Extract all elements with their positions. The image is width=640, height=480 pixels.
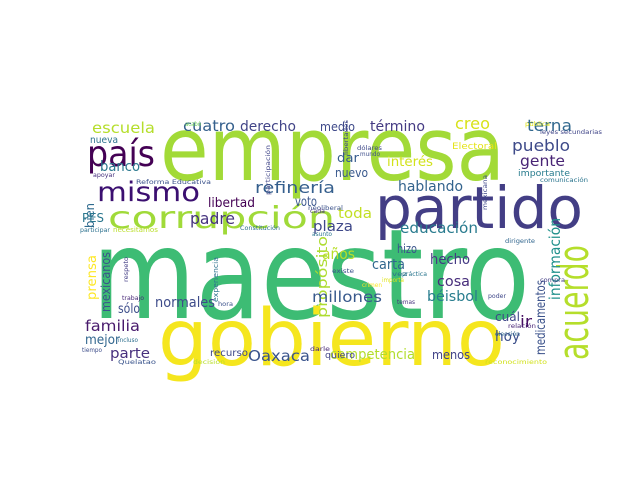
word: reconocimiento <box>485 359 547 366</box>
word: término <box>370 119 425 135</box>
word: trabajo <box>122 295 144 302</box>
word: educación <box>400 219 478 237</box>
word: cuál <box>495 310 520 324</box>
word: Electoral <box>452 142 497 152</box>
word: importante <box>518 169 570 179</box>
word: existe <box>332 268 354 275</box>
word: hablando <box>398 179 463 195</box>
word: relación <box>508 323 536 330</box>
word: respeto <box>123 257 130 282</box>
word: creo <box>455 114 490 133</box>
word: gobierno <box>158 294 505 384</box>
word: hizo <box>397 242 417 256</box>
word: mejor <box>85 333 121 348</box>
word: menos <box>432 348 470 362</box>
word: mexicana <box>482 175 489 210</box>
word: Quelatao <box>118 359 156 366</box>
word: parte <box>110 346 150 362</box>
word: béisbol <box>427 289 478 305</box>
word: PES <box>82 211 104 225</box>
word: toda <box>338 206 372 222</box>
word: dólares <box>357 145 382 152</box>
word: hecho <box>430 252 470 268</box>
word: derecho <box>240 119 296 135</box>
word: temas <box>397 299 415 306</box>
word: hora <box>218 301 233 308</box>
word: leyes secundarias <box>540 129 602 136</box>
word: ir <box>520 312 532 331</box>
word: crimen <box>362 282 382 289</box>
word: maestro <box>92 203 530 348</box>
word: millones <box>312 288 382 306</box>
word: participación <box>265 145 272 195</box>
word: dar <box>337 151 359 165</box>
word: hoy <box>495 329 520 345</box>
word: medicamentos <box>534 280 549 355</box>
word: cuatro <box>183 117 235 135</box>
word: dirigente <box>505 238 535 245</box>
word: participar <box>80 227 111 234</box>
word: experiencia <box>212 257 220 302</box>
word: libertad <box>208 196 255 211</box>
word: años <box>322 245 355 263</box>
word: competencia <box>330 347 415 363</box>
word: mismo <box>97 177 200 208</box>
word: normales <box>155 295 215 311</box>
word: comunicación <box>540 177 588 184</box>
word: pueblo <box>512 136 570 155</box>
word: mexicanos <box>99 252 113 312</box>
word: importa <box>382 277 404 284</box>
word: nuevo <box>335 166 368 180</box>
word: neoliberal <box>308 205 343 212</box>
word: carta <box>372 257 405 273</box>
word: mundo <box>360 151 380 158</box>
word: familia <box>85 317 140 335</box>
word: sólo <box>118 302 140 317</box>
word: empresa <box>160 98 505 201</box>
word: Oaxaca <box>248 347 310 365</box>
word: bien <box>83 203 97 228</box>
word: refinería <box>255 178 335 197</box>
word: plaza <box>313 219 353 235</box>
word: partido <box>375 174 583 242</box>
word: poder <box>488 293 507 300</box>
word: cosa <box>437 274 470 290</box>
word: interés <box>387 155 433 170</box>
word: propósito <box>315 236 331 318</box>
word: cada <box>310 208 325 215</box>
word: país <box>87 134 155 175</box>
word: acabó <box>185 121 201 128</box>
word: acuerdo <box>549 245 598 360</box>
word: Reforma Educativa <box>136 179 211 186</box>
word: recurso <box>210 348 248 359</box>
word: pública <box>525 121 550 128</box>
word: elección <box>495 331 520 338</box>
word: libertades <box>343 120 350 155</box>
word: corrupción <box>108 201 335 236</box>
word: incluso <box>118 337 138 344</box>
word: darle <box>310 346 330 353</box>
word: apoyar <box>93 172 116 179</box>
word: compra <box>540 277 565 284</box>
word: banco <box>100 159 140 175</box>
word: quiero <box>325 351 356 361</box>
word: gente <box>520 152 565 170</box>
word: práctica <box>402 271 427 278</box>
word: decisión <box>193 359 225 366</box>
word: nueva <box>90 135 118 146</box>
word: escuela <box>92 119 155 137</box>
word: tiempo <box>82 347 102 354</box>
word: prensa <box>85 255 100 300</box>
word: padre <box>190 209 235 228</box>
word: medio <box>320 120 355 134</box>
word: terna <box>527 116 572 135</box>
word: voto <box>295 195 317 210</box>
word: vez <box>392 271 407 278</box>
word: asunto <box>312 231 332 238</box>
word: Constitución <box>240 225 280 232</box>
word: información <box>546 218 564 300</box>
word: necesitamos <box>113 226 158 234</box>
